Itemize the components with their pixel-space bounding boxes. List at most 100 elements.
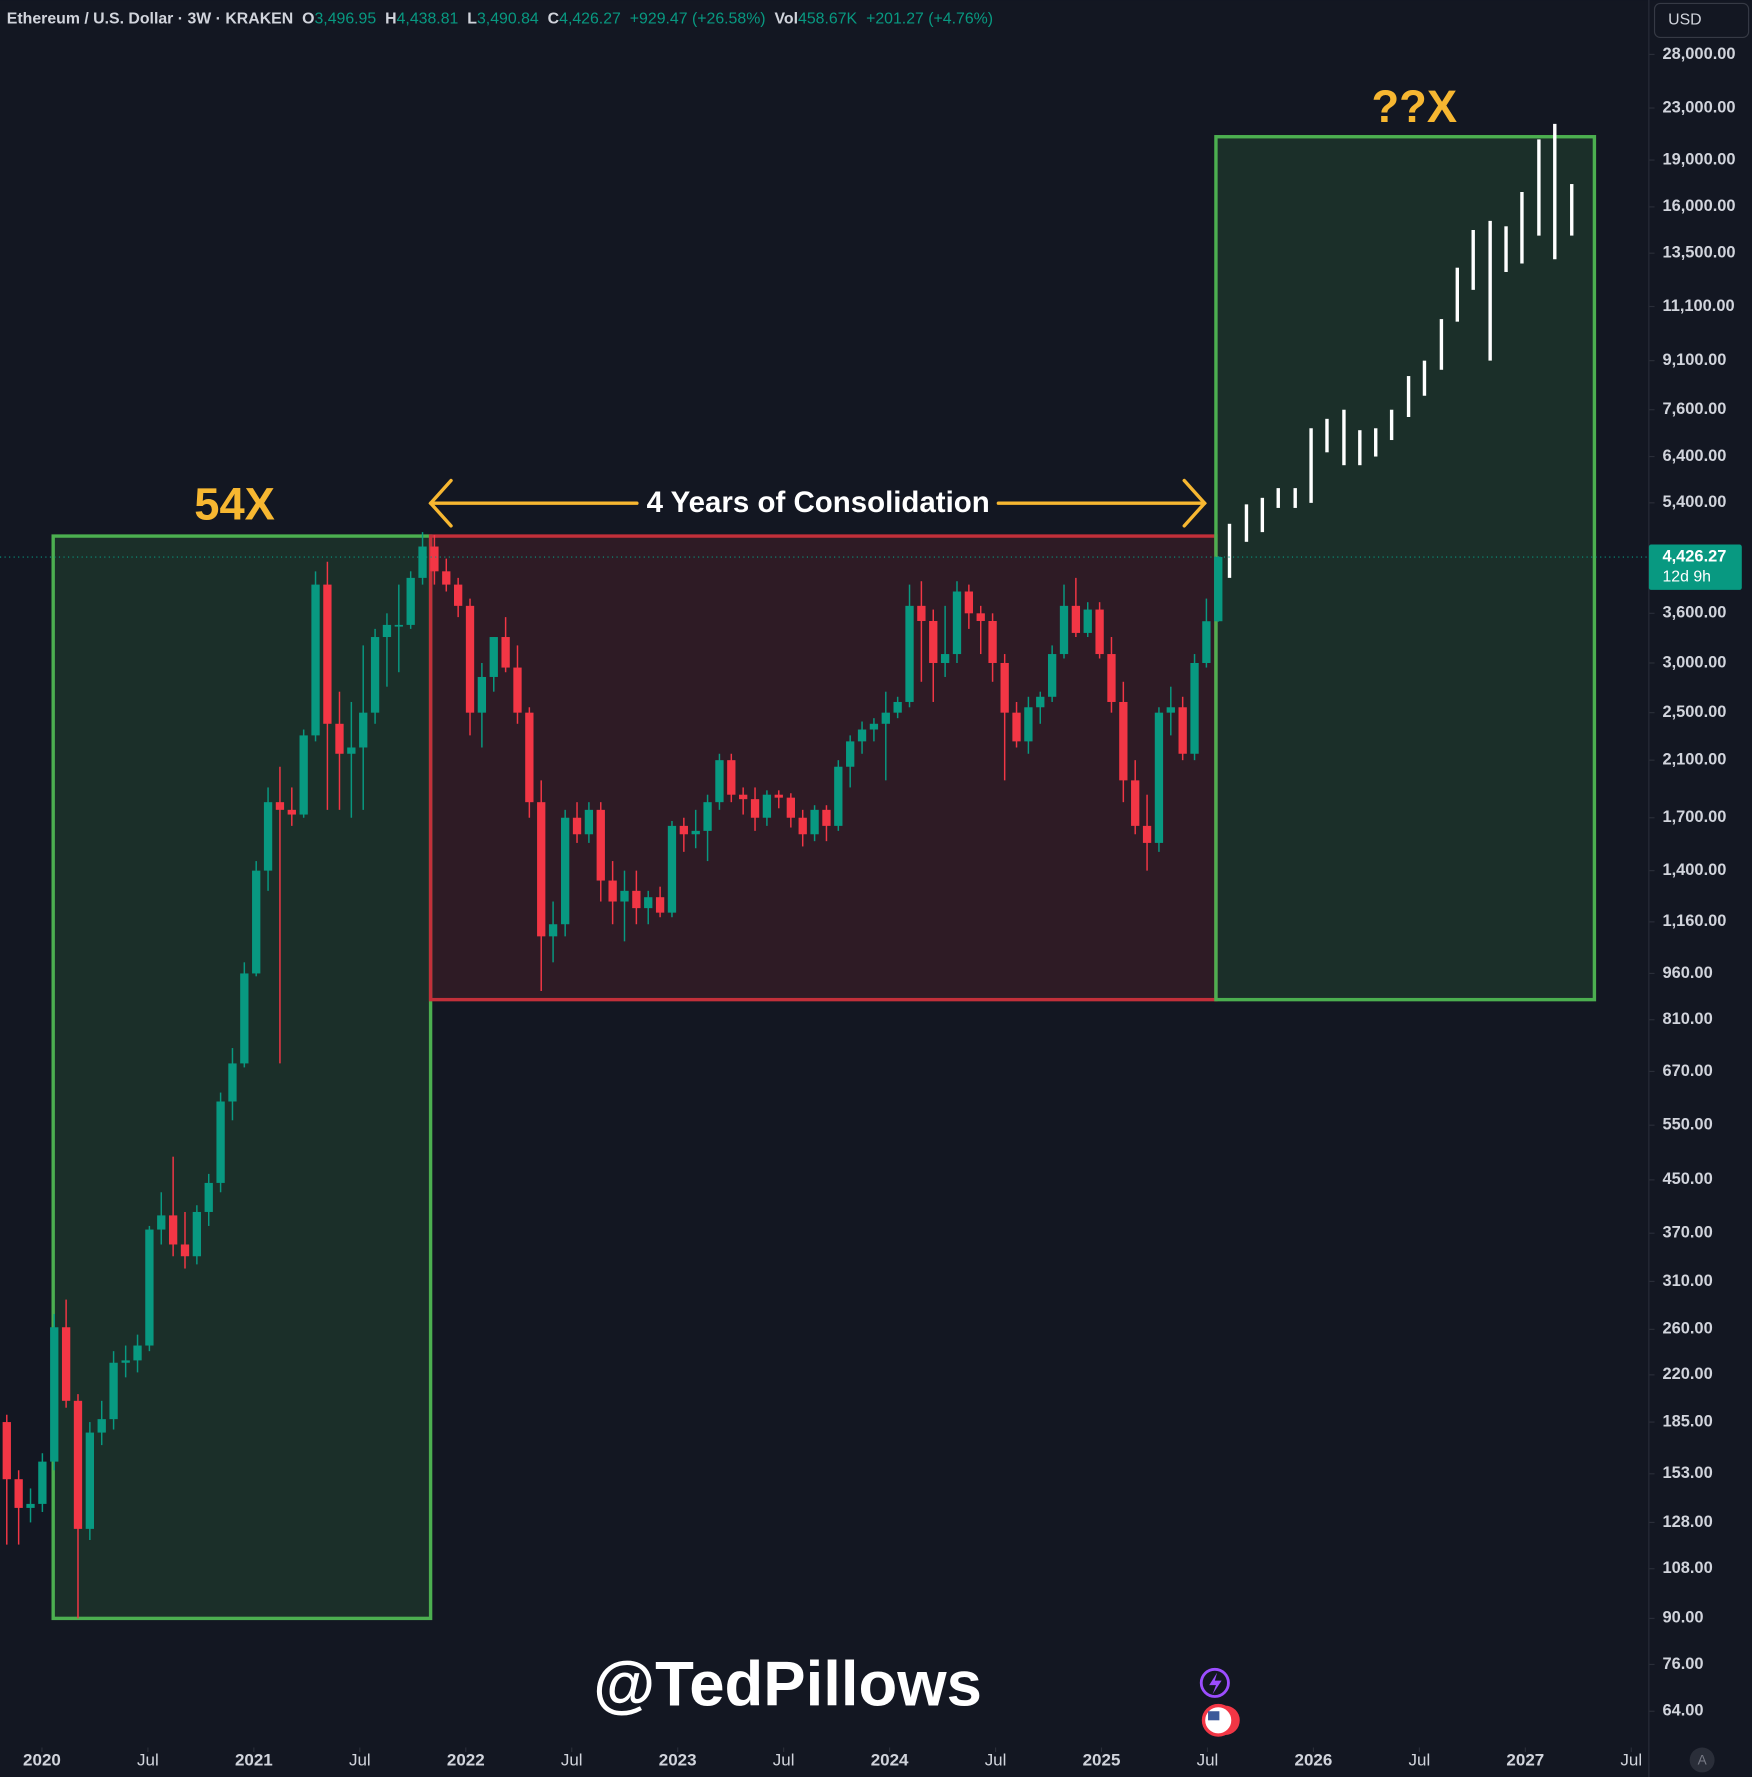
candle-body	[703, 802, 712, 831]
candle-body	[632, 890, 641, 909]
candle-body	[893, 701, 902, 713]
x-tick-label: Jul	[349, 1751, 371, 1770]
candle-body	[204, 1182, 213, 1212]
auto-scale-label[interactable]: A	[1698, 1753, 1708, 1768]
x-tick-label: Jul	[1409, 1751, 1431, 1770]
range-box	[428, 534, 1218, 1002]
x-tick-label: 2026	[1295, 1751, 1333, 1770]
candle-body	[418, 546, 427, 578]
candle-body	[263, 802, 273, 871]
y-tick-label: 90.00	[1662, 1609, 1703, 1627]
candle-body	[287, 809, 296, 815]
candle-body	[442, 571, 451, 585]
candle-body	[727, 760, 736, 795]
candle-body	[453, 584, 463, 606]
candle-body	[73, 1400, 83, 1529]
candle-body	[1083, 609, 1092, 633]
candle-body	[988, 620, 997, 663]
candle-body	[1024, 707, 1033, 742]
candle-body	[347, 747, 356, 754]
y-tick-label: 670.00	[1662, 1062, 1712, 1080]
candle-body	[964, 591, 974, 614]
icon-flag-canton	[1208, 1711, 1220, 1721]
annotation-54x: 54X	[194, 479, 275, 530]
vol-change: +201.27 (+4.76%)	[866, 10, 993, 27]
candle-body	[608, 880, 617, 902]
x-tick-label: Jul	[561, 1751, 583, 1770]
candle-body	[1154, 712, 1164, 843]
candle-body	[465, 605, 475, 713]
candle-body	[14, 1479, 23, 1508]
y-tick-label: 9,100.00	[1662, 351, 1726, 369]
y-tick-label: 310.00	[1662, 1272, 1712, 1290]
y-tick-label: 23,000.00	[1662, 98, 1735, 116]
symbol: Ethereum / U.S. Dollar · 3W · KRAKEN	[7, 10, 293, 27]
arrow-left-head	[428, 478, 453, 528]
header: Ethereum / U.S. Dollar · 3W · KRAKEN O3,…	[7, 10, 993, 27]
y-tick-label: 220.00	[1662, 1365, 1712, 1383]
open: 3,496.95	[314, 10, 376, 27]
candle-body	[525, 712, 534, 803]
candle-body	[370, 637, 380, 713]
volume: 458.67K	[798, 10, 858, 27]
last-price-label: 4,426.27	[1662, 547, 1726, 565]
candle-body	[275, 802, 285, 810]
x-tick-label: Jul	[985, 1751, 1007, 1770]
candle-body	[26, 1503, 35, 1508]
consolidation-arrows	[428, 478, 1207, 528]
candle-body	[1178, 707, 1187, 754]
candle-body	[61, 1327, 71, 1401]
currency-button-bg[interactable]	[1653, 2, 1750, 38]
candle-body	[976, 613, 985, 621]
candle-body	[857, 729, 867, 742]
candle-body	[905, 605, 914, 702]
last-price-tag	[1648, 544, 1742, 590]
candle-body	[1047, 654, 1057, 697]
h-label: H	[385, 10, 396, 27]
candle-body	[869, 723, 879, 730]
candle-body	[1202, 621, 1211, 663]
low: 3,490.84	[477, 10, 539, 27]
candle-body	[548, 924, 558, 937]
candle-body	[382, 624, 392, 638]
candle-body	[572, 817, 582, 835]
candle-body	[477, 676, 487, 713]
range-box	[51, 534, 433, 1621]
y-tick-label: 153.00	[1662, 1464, 1712, 1482]
candle-body	[38, 1461, 47, 1504]
x-tick-label: 2025	[1083, 1751, 1121, 1770]
currency-button[interactable]: USD	[1653, 2, 1750, 38]
icon-flash[interactable]	[1199, 1667, 1230, 1698]
arrow-right-head	[1182, 478, 1207, 528]
y-tick-label: 2,500.00	[1662, 703, 1726, 721]
candle-body	[940, 654, 950, 663]
candle-body	[406, 577, 415, 625]
candle-body	[596, 809, 605, 881]
candle-body	[252, 870, 261, 974]
candle-body	[2, 1422, 11, 1480]
candle-body	[133, 1345, 142, 1361]
candle-body	[679, 825, 688, 835]
annotation-consolidation: 4 Years of Consolidation	[647, 486, 990, 519]
candle-body	[323, 584, 332, 724]
candle-body	[157, 1215, 166, 1230]
candle-body	[1131, 780, 1140, 826]
candle-body	[1107, 654, 1116, 702]
candle-body	[180, 1244, 190, 1257]
y-tick-label: 13,500.00	[1662, 244, 1735, 262]
y-tick-label: 128.00	[1662, 1513, 1712, 1531]
candle-body	[335, 723, 344, 754]
y-tick-label: 28,000.00	[1662, 45, 1735, 63]
y-tick-label: 64.00	[1662, 1702, 1703, 1720]
currency-label[interactable]: USD	[1668, 12, 1701, 29]
candle-body	[1142, 825, 1152, 843]
candle-body	[109, 1362, 118, 1420]
close: 4,426.27	[559, 10, 621, 27]
candle-body	[584, 809, 594, 835]
candle-body	[311, 584, 320, 736]
candle-body	[1059, 605, 1069, 655]
x-tick-label: Jul	[137, 1751, 159, 1770]
auto-scale-button[interactable]	[1689, 1747, 1715, 1773]
y-tick-label: 2,100.00	[1662, 751, 1726, 769]
change: +929.47 (+26.58%)	[630, 10, 766, 27]
